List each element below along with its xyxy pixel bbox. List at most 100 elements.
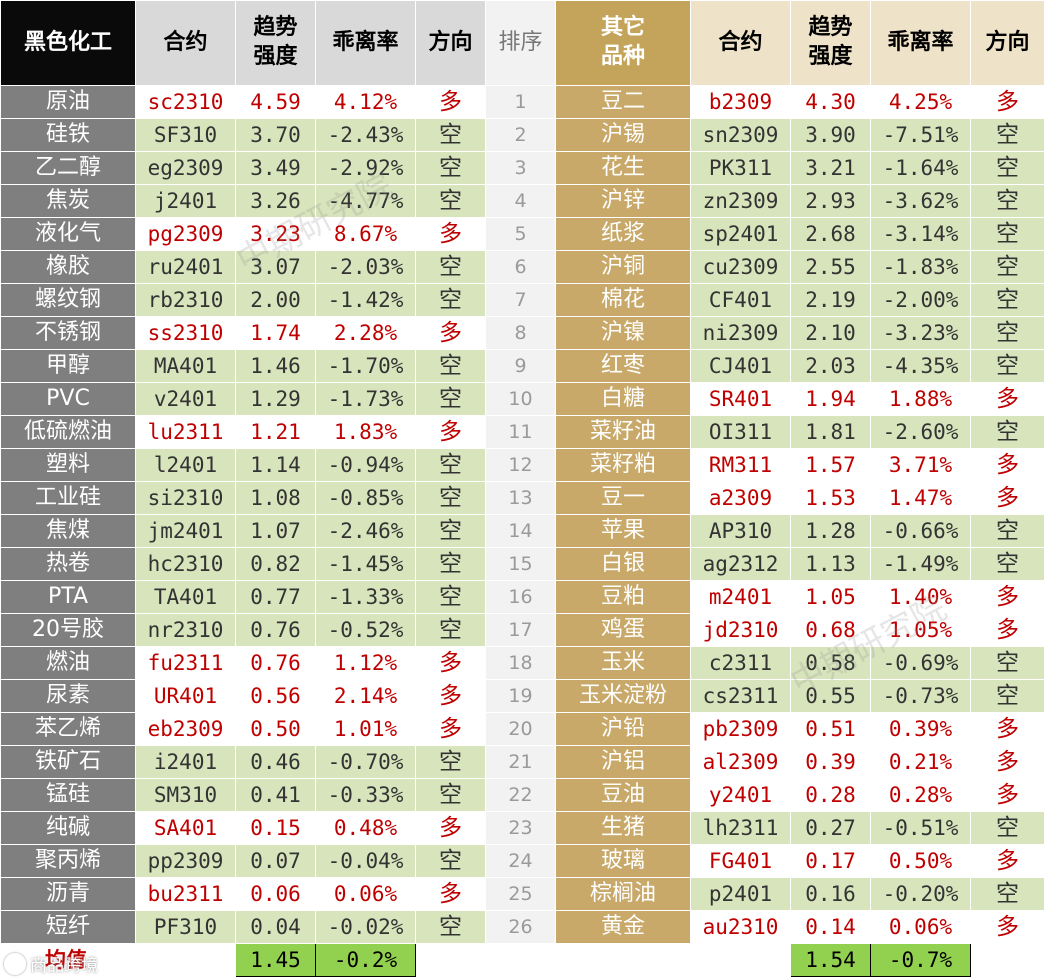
left-direction-cell: 多	[415, 712, 486, 746]
right-direction-cell: 多	[970, 85, 1044, 119]
right-contract-cell: AP310	[690, 514, 791, 548]
right-category-cell: 菜籽粕	[555, 448, 691, 482]
rank-cell: 21	[485, 745, 556, 779]
rank-cell: 13	[485, 481, 556, 515]
right-contract-cell: CJ401	[690, 349, 791, 383]
left-category-cell: 锰硅	[0, 778, 136, 812]
left-direction-cell: 多	[415, 811, 486, 845]
left-category-cell: 塑料	[0, 448, 136, 482]
right-direction-cell: 多	[970, 844, 1044, 878]
table-row: 聚丙烯 pp2309 0.07 -0.04% 空 24 玻璃 FG401 0.17 0.50% 多	[0, 844, 1044, 878]
right-strength-cell: 0.16	[790, 877, 871, 911]
table-row: 铁矿石 i2401 0.46 -0.70% 空 21 沪铝 al2309 0.39 0.21% 多	[0, 745, 1044, 779]
rank-cell: 12	[485, 448, 556, 482]
left-contract-cell: sc2310	[135, 85, 236, 119]
left-deviation-cell: 8.67%	[315, 217, 416, 251]
right-strength-cell: 2.68	[790, 217, 871, 251]
left-contract-cell: PF310	[135, 910, 236, 944]
left-contract-cell: bu2311	[135, 877, 236, 911]
left-deviation-cell: -0.52%	[315, 613, 416, 647]
right-direction-cell: 空	[970, 118, 1044, 152]
left-strength-cell: 1.14	[235, 448, 316, 482]
right-direction-cell: 空	[970, 811, 1044, 845]
table-row: 锰硅 SM310 0.41 -0.33% 空 22 豆油 y2401 0.28 0.28% 多	[0, 778, 1044, 812]
rank-cell: 26	[485, 910, 556, 944]
right-contract-cell: PK311	[690, 151, 791, 185]
rank-cell: 15	[485, 547, 556, 581]
right-category-cell: 沪铝	[555, 745, 691, 779]
table-row: 20号胶 nr2310 0.76 -0.52% 空 17 鸡蛋 jd2310 0.68 1.05%…	[0, 613, 1044, 647]
right-strength-cell: 0.68	[790, 613, 871, 647]
right-category-cell: 花生	[555, 151, 691, 185]
left-average-strength: 1.45	[235, 943, 316, 977]
right-contract-cell: a2309	[690, 481, 791, 515]
right-deviation-cell: 0.06%	[870, 910, 971, 944]
left-strength-cell: 1.74	[235, 316, 316, 350]
left-strength-cell: 0.56	[235, 679, 316, 713]
left-direction-cell: 空	[415, 481, 486, 515]
right-strength-cell: 2.10	[790, 316, 871, 350]
left-direction-cell: 空	[415, 580, 486, 614]
rank-cell: 14	[485, 514, 556, 548]
right-category-cell: 沪锡	[555, 118, 691, 152]
header-left-category: 黑色化工	[0, 0, 136, 86]
right-deviation-cell: -3.62%	[870, 184, 971, 218]
right-direction-cell: 空	[970, 349, 1044, 383]
left-strength-cell: 0.04	[235, 910, 316, 944]
rank-cell: 17	[485, 613, 556, 647]
empty-cell	[415, 943, 486, 977]
right-category-cell: 豆油	[555, 778, 691, 812]
rank-cell: 8	[485, 316, 556, 350]
left-direction-cell: 空	[415, 382, 486, 416]
right-deviation-cell: -0.73%	[870, 679, 971, 713]
right-deviation-cell: 0.50%	[870, 844, 971, 878]
left-category-cell: 苯乙烯	[0, 712, 136, 746]
left-strength-cell: 3.49	[235, 151, 316, 185]
right-category-cell: 沪镍	[555, 316, 691, 350]
table-row: 沥青 bu2311 0.06 0.06% 多 25 棕榈油 p2401 0.16 -0.20% 空	[0, 877, 1044, 911]
left-contract-cell: hc2310	[135, 547, 236, 581]
right-deviation-cell: -7.51%	[870, 118, 971, 152]
left-category-cell: 尿素	[0, 679, 136, 713]
right-category-cell: 沪锌	[555, 184, 691, 218]
left-deviation-cell: 1.83%	[315, 415, 416, 449]
rank-cell: 11	[485, 415, 556, 449]
left-contract-cell: SF310	[135, 118, 236, 152]
left-strength-cell: 1.08	[235, 481, 316, 515]
right-deviation-cell: 1.47%	[870, 481, 971, 515]
right-contract-cell: FG401	[690, 844, 791, 878]
rank-cell: 19	[485, 679, 556, 713]
right-category-cell: 生猪	[555, 811, 691, 845]
right-category-cell: 沪铅	[555, 712, 691, 746]
left-strength-cell: 0.41	[235, 778, 316, 812]
left-strength-cell: 0.82	[235, 547, 316, 581]
right-contract-cell: cu2309	[690, 250, 791, 284]
left-direction-cell: 空	[415, 250, 486, 284]
left-deviation-cell: -0.33%	[315, 778, 416, 812]
left-contract-cell: pp2309	[135, 844, 236, 878]
left-deviation-cell: 1.01%	[315, 712, 416, 746]
left-strength-cell: 1.29	[235, 382, 316, 416]
right-category-cell: 白糖	[555, 382, 691, 416]
left-strength-cell: 0.76	[235, 646, 316, 680]
right-deviation-cell: 1.05%	[870, 613, 971, 647]
left-category-cell: 聚丙烯	[0, 844, 136, 878]
right-strength-cell: 0.55	[790, 679, 871, 713]
left-strength-cell: 3.23	[235, 217, 316, 251]
left-direction-cell: 空	[415, 778, 486, 812]
right-category-cell: 鸡蛋	[555, 613, 691, 647]
header-contract-right: 合约	[690, 0, 791, 86]
left-deviation-cell: 0.06%	[315, 877, 416, 911]
right-strength-cell: 4.30	[790, 85, 871, 119]
right-category-cell: 沪铜	[555, 250, 691, 284]
left-contract-cell: eg2309	[135, 151, 236, 185]
left-contract-cell: MA401	[135, 349, 236, 383]
left-contract-cell: UR401	[135, 679, 236, 713]
table-row: 液化气 pg2309 3.23 8.67% 多 5 纸浆 sp2401 2.68 -3.14% 空	[0, 217, 1044, 251]
left-direction-cell: 空	[415, 118, 486, 152]
right-deviation-cell: 1.40%	[870, 580, 971, 614]
left-strength-cell: 0.06	[235, 877, 316, 911]
left-deviation-cell: 4.12%	[315, 85, 416, 119]
right-contract-cell: jd2310	[690, 613, 791, 647]
left-contract-cell: SM310	[135, 778, 236, 812]
